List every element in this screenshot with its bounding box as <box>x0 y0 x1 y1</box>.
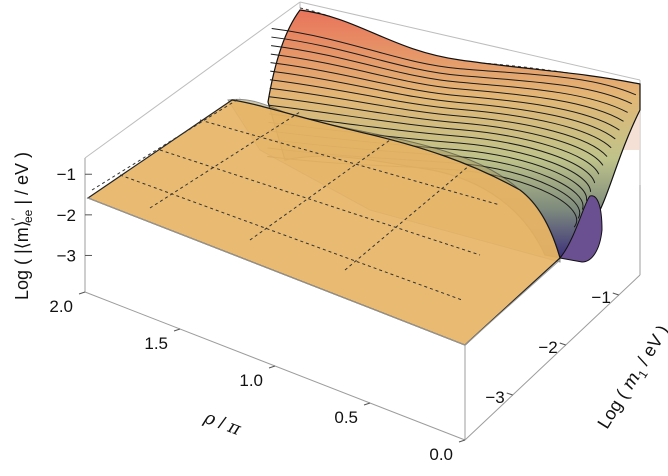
rho-tick-mark <box>78 291 86 295</box>
contour-line <box>270 62 620 131</box>
m1-tick-label: −3 <box>485 388 504 407</box>
contour-line <box>270 70 616 140</box>
z-tick-label: −3 <box>57 246 76 265</box>
contour-line <box>271 45 628 113</box>
z-tick-label: −1 <box>57 165 76 184</box>
contour-line <box>268 113 596 184</box>
contour-line <box>270 53 624 122</box>
z-tick-label: −2 <box>57 206 76 225</box>
rho-axis-label: ρ / π <box>200 407 245 441</box>
z-axis-label: Log ( |⟨m⟩′ee | / eV ) <box>9 152 35 300</box>
m1-tick-mark <box>506 392 513 396</box>
contour-line <box>268 104 600 175</box>
rho-tick-label: 0.0 <box>429 445 453 464</box>
contour-lines <box>267 28 637 228</box>
m1-tick-mark <box>559 342 566 346</box>
rho-tick-label: 2.0 <box>49 297 73 316</box>
contour-line <box>271 36 632 105</box>
m1-tick-mark <box>612 292 619 296</box>
rho-tick-label: 1.0 <box>239 371 263 390</box>
rho-axis-ticks: 2.0 1.5 1.0 0.5 0.0 <box>49 291 466 464</box>
plateau-grid <box>91 97 501 301</box>
m1-axis-label: Log ( m1 / eV ) <box>593 322 668 435</box>
rho-tick-label: 0.5 <box>334 408 358 427</box>
z-axis-ticks: −1 −2 −3 <box>57 165 92 265</box>
contour-line <box>271 28 637 96</box>
contour-line <box>269 96 604 166</box>
flat-plateau <box>86 99 561 346</box>
m1-axis-ticks: −1 −2 −3 <box>485 288 619 407</box>
rho-tick-mark <box>458 439 466 443</box>
rho-tick-mark <box>268 365 276 369</box>
contour-line <box>269 79 612 149</box>
m1-tick-label: −1 <box>591 288 610 307</box>
sheet-lobe <box>559 195 603 263</box>
rho-tick-mark <box>363 402 371 406</box>
rho-tick-label: 1.5 <box>144 334 168 353</box>
contour-line <box>269 87 608 157</box>
m1-tick-label: −2 <box>538 338 557 357</box>
rho-tick-mark <box>173 328 181 332</box>
